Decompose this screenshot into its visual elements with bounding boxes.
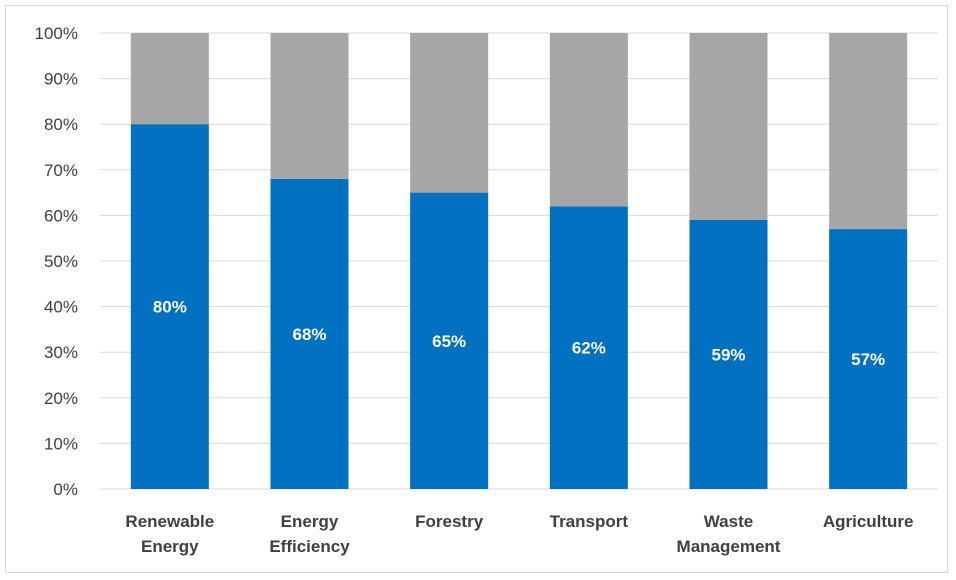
x-category-label-line: Waste bbox=[704, 512, 753, 531]
data-label: 57% bbox=[851, 350, 885, 369]
y-tick-label: 50% bbox=[44, 252, 78, 271]
x-category-label-line: Agriculture bbox=[823, 512, 914, 531]
y-tick-label: 100% bbox=[35, 24, 78, 43]
data-label: 68% bbox=[292, 325, 326, 344]
bar-segment bbox=[410, 192, 489, 489]
data-label: 59% bbox=[711, 345, 745, 364]
axes: 0% 10% 20% 30% 40% 50% 60% 70% 80% 90% 100% Renewab… bbox=[35, 24, 914, 556]
bars bbox=[130, 33, 908, 490]
y-tick-label: 30% bbox=[44, 343, 78, 362]
data-label: 62% bbox=[572, 339, 606, 358]
bar-segment bbox=[270, 33, 349, 179]
bar-segment bbox=[130, 124, 209, 489]
bar-segment bbox=[829, 33, 908, 230]
x-category-label-line: Energy bbox=[141, 537, 199, 556]
y-tick-label: 20% bbox=[44, 389, 78, 408]
bar-segment bbox=[130, 33, 209, 125]
x-category-label: Renewable Energy bbox=[125, 512, 214, 556]
y-tick-label: 90% bbox=[44, 70, 78, 89]
y-tick-label: 40% bbox=[44, 298, 78, 317]
bar-segment bbox=[689, 33, 768, 220]
x-category-label-line: Renewable bbox=[125, 512, 214, 531]
x-category-label: Waste Management bbox=[677, 512, 781, 556]
x-category-label: Agriculture bbox=[823, 512, 914, 531]
x-category-label-line: Management bbox=[677, 537, 781, 556]
x-category-label-line: Transport bbox=[550, 512, 629, 531]
x-category-label-line: Efficiency bbox=[269, 537, 350, 556]
bar-segment bbox=[549, 206, 628, 489]
y-tick-label: 10% bbox=[44, 434, 78, 453]
x-category-label: Transport bbox=[550, 512, 629, 531]
x-category-label: Forestry bbox=[415, 512, 484, 531]
bar-segment bbox=[829, 229, 908, 489]
bar-segment bbox=[410, 33, 489, 193]
bar-segment bbox=[689, 219, 768, 489]
y-tick-label: 0% bbox=[53, 480, 78, 499]
y-tick-label: 60% bbox=[44, 206, 78, 225]
bar-segment bbox=[549, 33, 628, 207]
data-label: 80% bbox=[153, 298, 187, 317]
y-tick-label: 70% bbox=[44, 161, 78, 180]
x-category-label-line: Forestry bbox=[415, 512, 484, 531]
data-labels: 80% 68% 65% 62% 59% 57% bbox=[153, 298, 885, 369]
data-label: 65% bbox=[432, 332, 466, 351]
gridlines bbox=[100, 32, 938, 490]
x-category-label-line: Energy bbox=[281, 512, 339, 531]
bar-segment bbox=[270, 178, 349, 490]
y-tick-label: 80% bbox=[44, 115, 78, 134]
x-category-label: Energy Efficiency bbox=[269, 512, 350, 556]
